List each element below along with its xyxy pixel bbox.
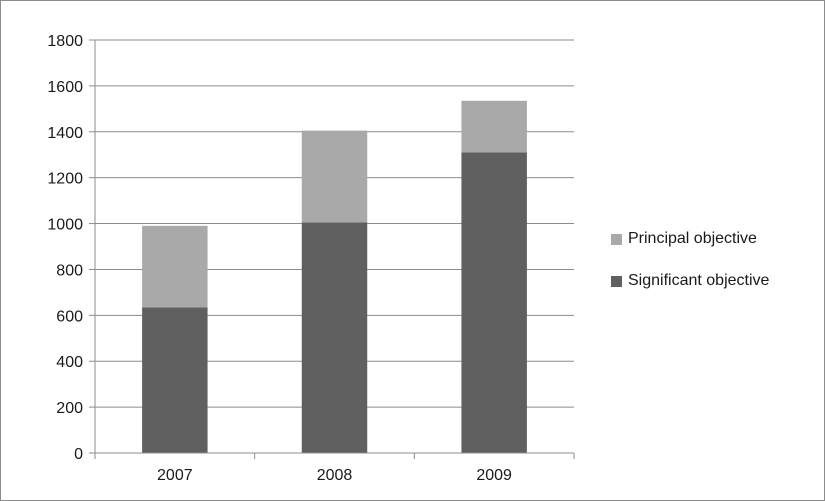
- y-tick-label-1000: 1000: [47, 217, 83, 234]
- y-tick-label-200: 200: [56, 400, 83, 417]
- y-tick-label-1800: 1800: [47, 33, 83, 50]
- y-tick-label-1600: 1600: [47, 79, 83, 96]
- bar-principal-objective-2009: [461, 100, 527, 153]
- bar-principal-objective-2007: [142, 225, 208, 308]
- y-tick-label-400: 400: [56, 354, 83, 371]
- legend-label-principal-objective: Principal objective: [628, 230, 757, 247]
- y-tick-label-0: 0: [74, 446, 83, 463]
- x-tick-label-2007: 2007: [157, 467, 193, 484]
- bar-significant-objective-2008: [301, 222, 368, 453]
- y-tick-label-800: 800: [56, 262, 83, 279]
- legend-swatch-significant-objective: [611, 275, 622, 287]
- y-tick-label-1200: 1200: [47, 171, 83, 188]
- legend-item-significant-objective: Significant objective: [611, 271, 769, 291]
- legend-item-principal-objective: Principal objective: [611, 229, 769, 249]
- bar-significant-objective-2009: [461, 152, 527, 453]
- bars: [142, 100, 527, 453]
- x-tick-label-2008: 2008: [317, 467, 353, 484]
- legend-label-significant-objective: Significant objective: [628, 272, 770, 289]
- y-tick-label-600: 600: [56, 308, 83, 325]
- y-tick-label-1400: 1400: [47, 125, 83, 142]
- legend: Principal objective Significant objectiv…: [611, 229, 769, 313]
- bar-significant-objective-2007: [142, 307, 208, 453]
- axes: 0 200 400 600 800 1000 1200 1400 1600 1800 2007 200…: [47, 33, 575, 484]
- x-tick-label-2009: 2009: [476, 467, 512, 484]
- legend-swatch-principal-objective: [611, 233, 622, 245]
- bar-principal-objective-2008: [301, 130, 368, 223]
